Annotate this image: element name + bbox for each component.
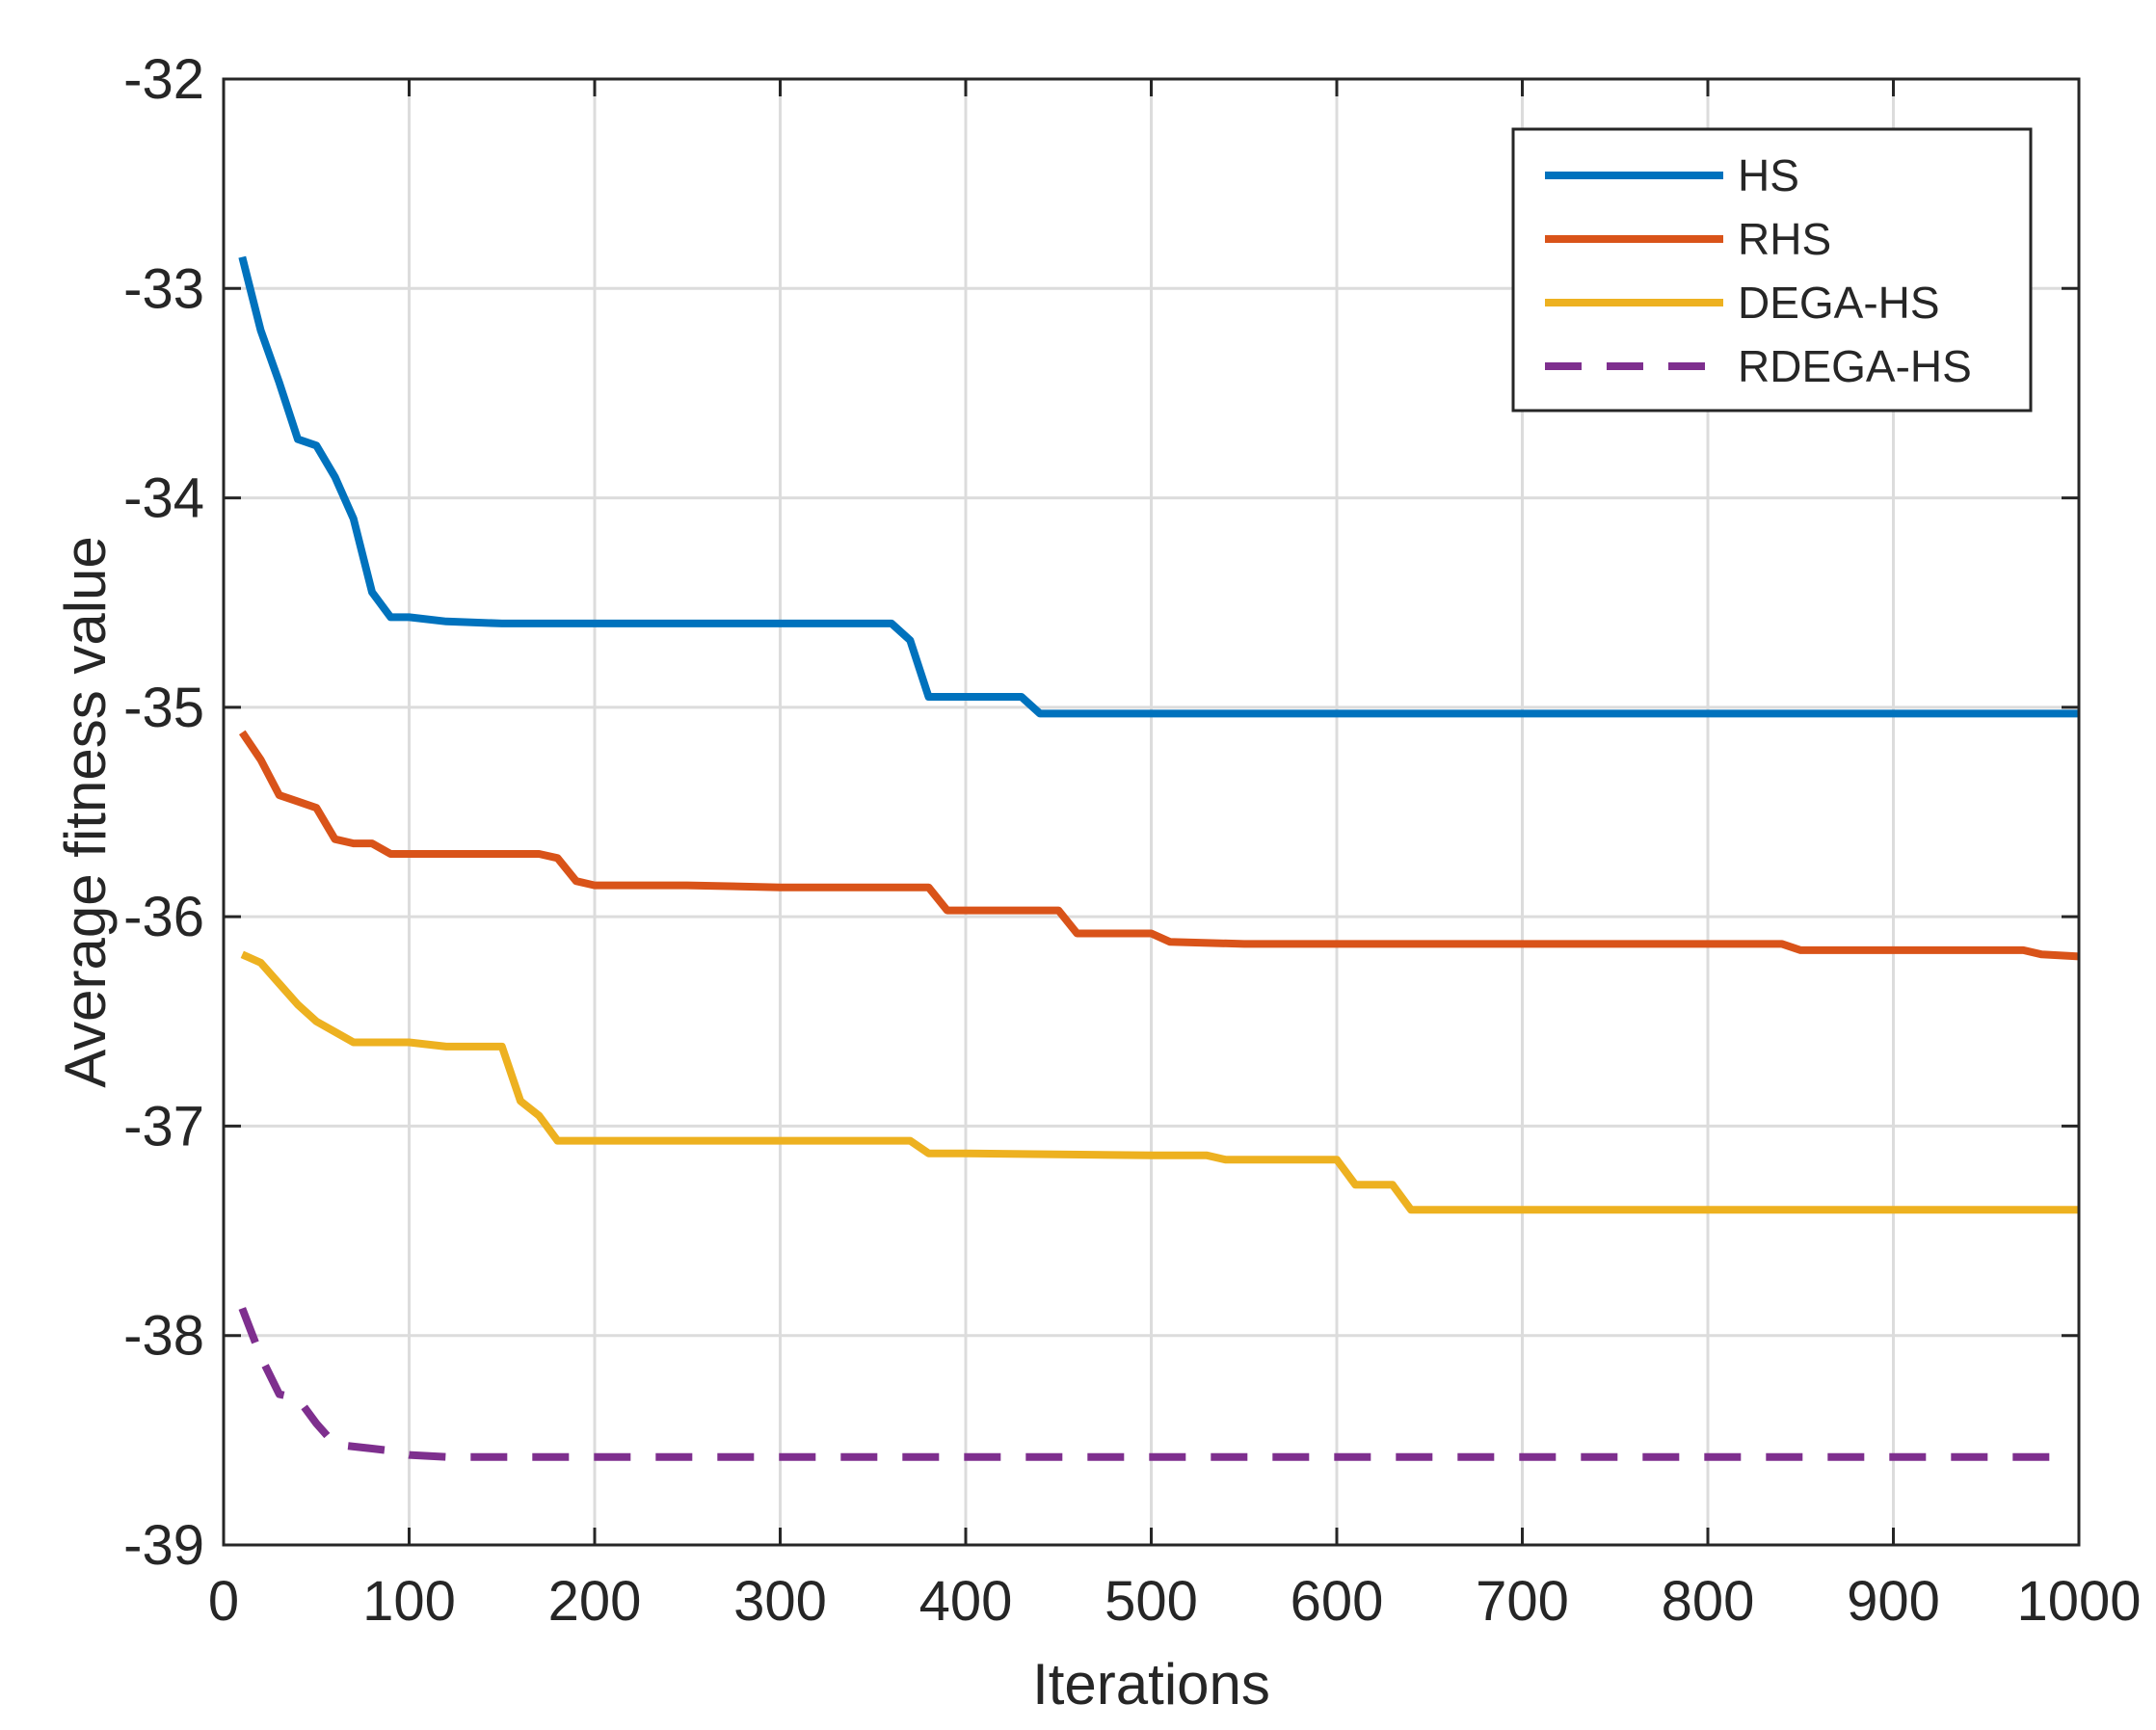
y-tick-label: -39 <box>123 1514 204 1577</box>
y-tick-label: -33 <box>123 257 204 320</box>
x-tick-label: 700 <box>1476 1570 1569 1633</box>
y-tick-label: -32 <box>123 48 204 111</box>
legend: HS RHS DEGA-HS RDEGA-HS <box>1511 127 2033 413</box>
legend-label: HS <box>1738 150 1799 200</box>
x-axis-title: Iterations <box>1032 1652 1270 1717</box>
x-tick-label: 800 <box>1662 1570 1755 1633</box>
x-tick-label: 0 <box>208 1570 239 1633</box>
series-line-hs <box>238 255 2079 718</box>
series-line-rdega-hs <box>238 1307 2061 1461</box>
y-tick-label: -38 <box>123 1305 204 1368</box>
x-tick-label: 400 <box>919 1570 1013 1633</box>
tick-labels: 0 100 200 300 400 500 600 700 800 900 1000 -39 -38 -3… <box>123 48 2141 1633</box>
x-tick-label: 300 <box>733 1570 827 1633</box>
y-tick-label: -34 <box>123 467 204 530</box>
axes <box>222 77 2081 1547</box>
x-tick-label: 1000 <box>2016 1570 2141 1633</box>
series-line-dega-hs <box>240 950 2079 1214</box>
y-tick-label: -37 <box>123 1095 204 1158</box>
x-tick-label: 900 <box>1847 1570 1940 1633</box>
x-tick-label: 500 <box>1105 1570 1198 1633</box>
y-axis-title: Average fitness value <box>53 536 118 1088</box>
legend-label: DEGA-HS <box>1738 278 1940 328</box>
data-series <box>238 255 2080 1461</box>
legend-label: RHS <box>1738 214 1831 264</box>
legend-label: RDEGA-HS <box>1738 341 1972 391</box>
x-tick-label: 200 <box>548 1570 642 1633</box>
y-tick-label: -35 <box>123 677 204 739</box>
series-line-rhs <box>238 730 2080 961</box>
x-tick-label: 600 <box>1291 1570 1384 1633</box>
x-tick-label: 100 <box>362 1570 456 1633</box>
y-tick-label: -36 <box>123 886 204 948</box>
